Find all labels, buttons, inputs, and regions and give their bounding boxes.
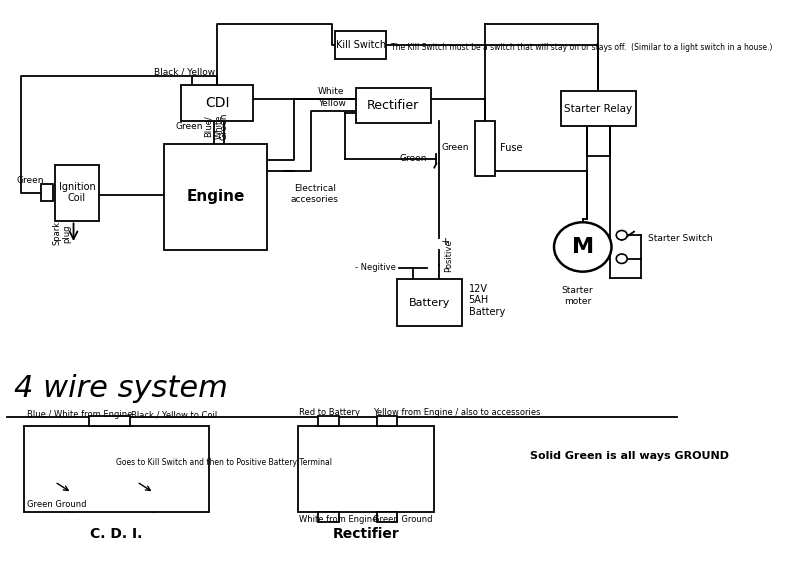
Text: White: White <box>318 87 345 96</box>
Text: Goes to Kill Switch and then to Positive Battery Terminal: Goes to Kill Switch and then to Positive… <box>116 457 332 467</box>
Text: Rectifier: Rectifier <box>333 527 399 541</box>
Text: Black / Yellow to Coil: Black / Yellow to Coil <box>131 410 218 419</box>
Text: Spark
plug: Spark plug <box>52 221 72 246</box>
Bar <box>41 184 54 201</box>
Text: Battery: Battery <box>409 298 450 308</box>
Circle shape <box>616 230 627 240</box>
Text: Green: Green <box>441 142 469 152</box>
Text: +: + <box>441 237 450 247</box>
Text: Green Ground: Green Ground <box>27 500 87 509</box>
Bar <box>335 31 386 59</box>
Text: - Negitive: - Negitive <box>355 263 396 272</box>
Text: Blue / White from Engine: Blue / White from Engine <box>27 410 133 419</box>
Bar <box>24 426 209 512</box>
Text: CDI: CDI <box>205 96 230 110</box>
Bar <box>298 426 434 512</box>
Text: Yellow: Yellow <box>318 99 346 108</box>
Bar <box>377 416 398 426</box>
Text: M: M <box>572 237 594 257</box>
Text: Starter
moter: Starter moter <box>562 286 593 306</box>
Bar <box>318 512 338 522</box>
Text: 12V
5AH
Battery: 12V 5AH Battery <box>469 284 505 317</box>
Bar <box>377 512 398 522</box>
Circle shape <box>616 254 627 263</box>
Text: Starter Relay: Starter Relay <box>565 103 633 114</box>
Text: Yellow from Engine / also to accessories: Yellow from Engine / also to accessories <box>373 409 540 417</box>
Text: Black / Yellow: Black / Yellow <box>154 68 215 76</box>
Text: Kill Switch: Kill Switch <box>336 39 386 50</box>
Text: Ignition
Coil: Ignition Coil <box>58 182 95 203</box>
Bar <box>356 88 431 123</box>
Text: Positive: Positive <box>445 239 454 272</box>
Text: The Kill Switch must be a switch that will stay on or stays off.  (Similar to a : The Kill Switch must be a switch that wi… <box>391 42 773 52</box>
Text: Green Ground: Green Ground <box>373 514 432 523</box>
Text: Electrical
accesories: Electrical accesories <box>290 184 338 203</box>
Text: Green: Green <box>220 113 229 140</box>
Text: Red to Battery: Red to Battery <box>299 409 360 417</box>
Text: 4 wire system: 4 wire system <box>14 373 227 403</box>
Circle shape <box>554 222 611 272</box>
Text: C. D. I.: C. D. I. <box>90 527 142 541</box>
Bar <box>54 165 99 220</box>
Text: Green: Green <box>16 176 44 185</box>
Bar <box>318 416 338 426</box>
Text: Blue/
White: Blue/ White <box>204 114 223 139</box>
Bar <box>164 144 266 250</box>
Bar <box>89 416 130 426</box>
Text: Engine: Engine <box>186 189 245 205</box>
Text: Starter Switch: Starter Switch <box>648 233 712 243</box>
Bar <box>475 121 494 176</box>
Bar <box>182 85 253 121</box>
Text: Fuse: Fuse <box>500 143 522 153</box>
Bar <box>561 91 636 126</box>
Text: Solid Green is all ways GROUND: Solid Green is all ways GROUND <box>530 451 729 461</box>
Text: Rectifier: Rectifier <box>367 99 419 112</box>
Bar <box>397 279 462 326</box>
Text: Green: Green <box>175 122 203 131</box>
Text: White from Engine: White from Engine <box>299 514 378 523</box>
Text: Green: Green <box>400 154 427 163</box>
